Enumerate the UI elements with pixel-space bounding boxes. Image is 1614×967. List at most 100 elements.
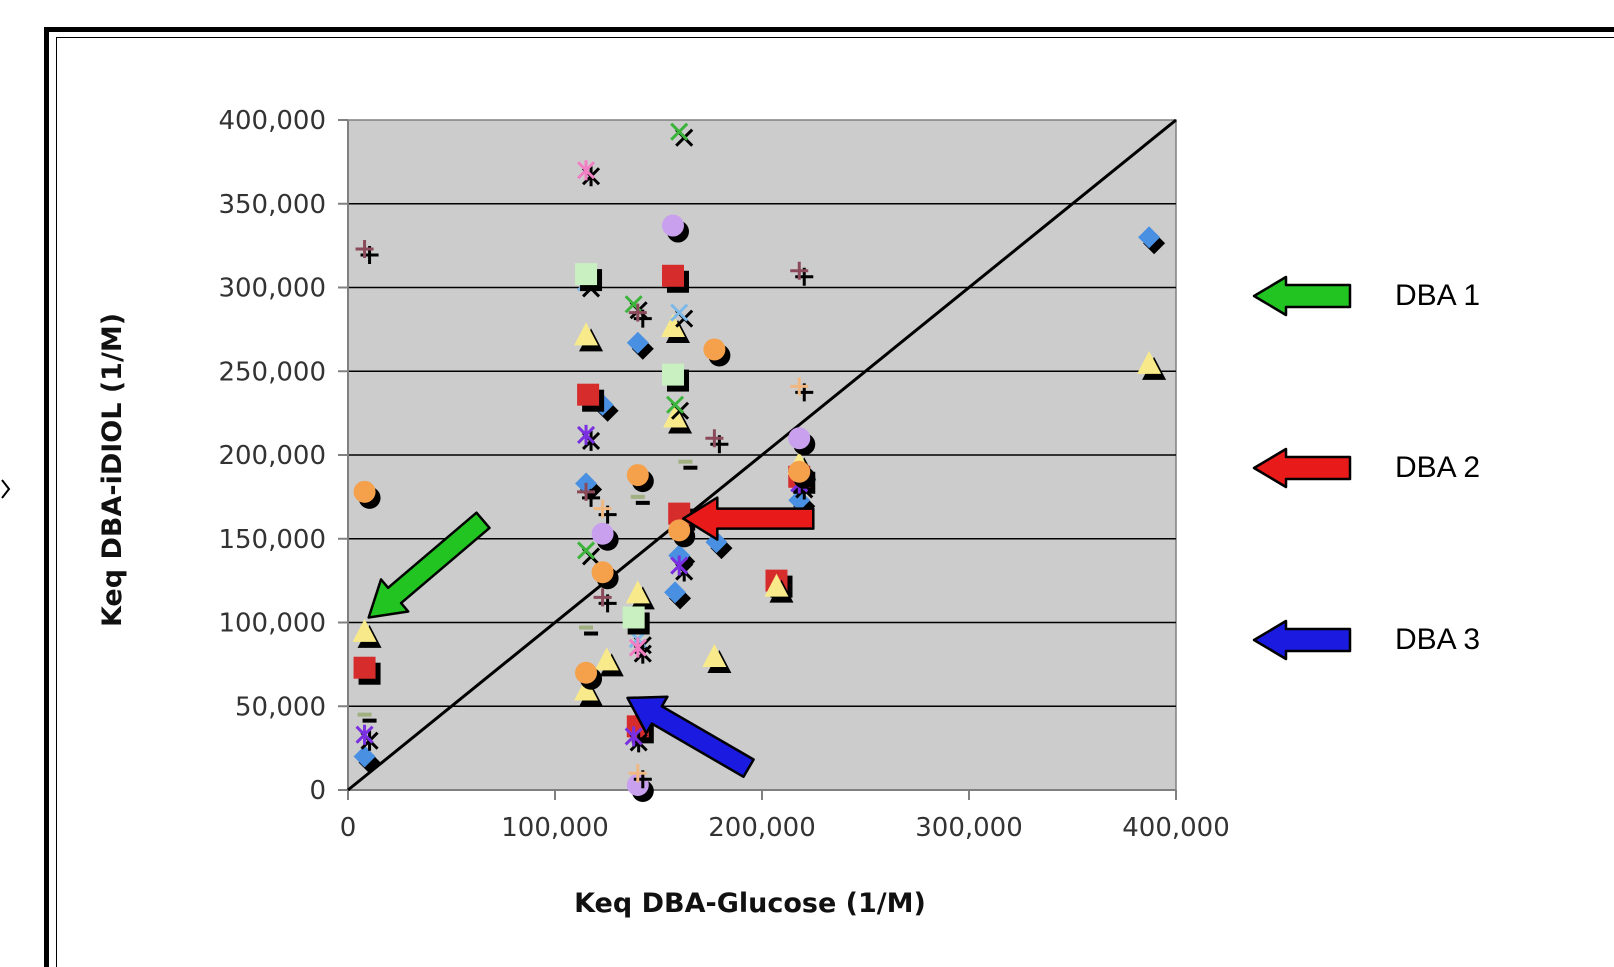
data-point-marker bbox=[1138, 226, 1161, 249]
y-axis-title: Keq DBA-iDIOL (1/M) bbox=[97, 313, 128, 627]
y-tick-label: 100,000 bbox=[218, 609, 326, 639]
data-point bbox=[670, 303, 694, 328]
y-tick-label: 150,000 bbox=[218, 525, 326, 555]
data-points bbox=[352, 122, 1167, 802]
data-point bbox=[594, 647, 624, 677]
data-point bbox=[626, 331, 654, 360]
data-point-marker bbox=[574, 322, 599, 346]
series-9 bbox=[575, 263, 689, 635]
data-point-marker bbox=[576, 541, 596, 560]
data-point-marker bbox=[628, 764, 647, 783]
data-point bbox=[630, 494, 650, 505]
y-tick-label: 250,000 bbox=[218, 357, 326, 387]
legend-arrows bbox=[1252, 275, 1352, 661]
series-10 bbox=[355, 239, 814, 613]
data-point bbox=[664, 581, 692, 610]
data-point-marker bbox=[705, 429, 724, 448]
data-point bbox=[622, 606, 650, 635]
data-point bbox=[353, 656, 381, 685]
data-point-marker bbox=[626, 331, 649, 354]
data-point bbox=[624, 726, 648, 753]
data-point-marker bbox=[622, 606, 645, 629]
data-point bbox=[626, 464, 654, 493]
data-point-marker bbox=[576, 424, 596, 445]
data-point bbox=[1137, 350, 1167, 380]
data-point bbox=[575, 661, 603, 690]
data-point bbox=[593, 499, 617, 524]
y-tick-label: 50,000 bbox=[235, 692, 326, 722]
data-point-marker bbox=[353, 656, 376, 679]
data-point bbox=[593, 588, 617, 613]
data-point-marker bbox=[660, 314, 685, 338]
data-point bbox=[661, 214, 689, 243]
data-point-marker bbox=[577, 383, 600, 406]
axes bbox=[338, 119, 1177, 800]
data-point bbox=[670, 555, 694, 582]
data-point-marker bbox=[790, 261, 809, 280]
data-point-marker bbox=[664, 581, 687, 604]
data-point bbox=[591, 561, 619, 590]
data-point-marker bbox=[661, 214, 684, 237]
data-point-marker bbox=[788, 460, 811, 483]
x-tick-labels: 0 100,000 200,000 300,000 400,000 bbox=[340, 813, 1230, 843]
data-point bbox=[764, 573, 794, 603]
data-point-marker bbox=[591, 561, 614, 584]
y-tick-label: 0 bbox=[309, 776, 326, 806]
x-tick-label: 200,000 bbox=[708, 813, 816, 843]
x-tick-label: 0 bbox=[340, 813, 357, 843]
data-point bbox=[1138, 226, 1166, 255]
data-point-marker bbox=[625, 580, 650, 604]
chart-frame bbox=[44, 27, 1614, 967]
y-tick-labels: 0 50,000 100,000 150,000 200,000 250,000 300,0… bbox=[218, 106, 326, 806]
data-point bbox=[591, 522, 619, 551]
data-point-marker bbox=[788, 427, 811, 450]
data-point-marker bbox=[1137, 350, 1162, 374]
data-point-marker bbox=[353, 745, 376, 768]
legend-label-dba3: DBA 3 bbox=[1395, 623, 1481, 656]
edge-chevron-icon bbox=[1, 479, 11, 499]
data-point-marker bbox=[574, 677, 599, 701]
series-6 bbox=[576, 160, 652, 664]
data-point-marker bbox=[594, 647, 619, 671]
data-point bbox=[790, 261, 814, 286]
data-point bbox=[628, 764, 652, 789]
data-point-marker bbox=[670, 555, 689, 576]
data-point-marker bbox=[593, 499, 612, 518]
data-point bbox=[355, 724, 379, 751]
data-point-marker bbox=[626, 464, 649, 487]
data-point bbox=[579, 625, 599, 636]
legend-arrow-3 bbox=[1252, 619, 1352, 661]
data-point bbox=[703, 338, 731, 367]
data-point-marker bbox=[668, 519, 691, 542]
data-point bbox=[577, 383, 605, 412]
data-point-marker bbox=[790, 377, 809, 396]
data-point-marker bbox=[577, 482, 596, 501]
data-point bbox=[661, 264, 689, 293]
legend-arrow-2 bbox=[1252, 447, 1352, 489]
data-point bbox=[574, 322, 604, 352]
data-point bbox=[576, 541, 601, 566]
callout-arrows bbox=[367, 496, 815, 779]
data-point-marker bbox=[591, 522, 614, 545]
series-12 bbox=[357, 459, 698, 723]
data-point bbox=[628, 303, 652, 328]
callout-arrow-3 bbox=[626, 695, 755, 779]
data-point-marker bbox=[355, 239, 374, 258]
data-point-marker bbox=[764, 573, 789, 597]
data-point-marker bbox=[670, 303, 689, 322]
data-point bbox=[357, 712, 377, 723]
data-point bbox=[668, 519, 696, 548]
series-11 bbox=[593, 377, 814, 789]
data-point bbox=[576, 424, 601, 451]
y-tick-label: 350,000 bbox=[218, 190, 326, 220]
data-point bbox=[670, 122, 694, 147]
data-point bbox=[628, 637, 652, 664]
data-point bbox=[702, 644, 732, 673]
data-point-marker bbox=[593, 588, 612, 607]
x-axis-title: Keq DBA-Glucose (1/M) bbox=[574, 888, 926, 919]
data-point-marker bbox=[576, 160, 596, 181]
data-point-marker bbox=[575, 263, 598, 286]
data-point bbox=[788, 427, 816, 456]
y-tick-label: 300,000 bbox=[218, 274, 326, 304]
data-point-marker bbox=[661, 363, 684, 386]
